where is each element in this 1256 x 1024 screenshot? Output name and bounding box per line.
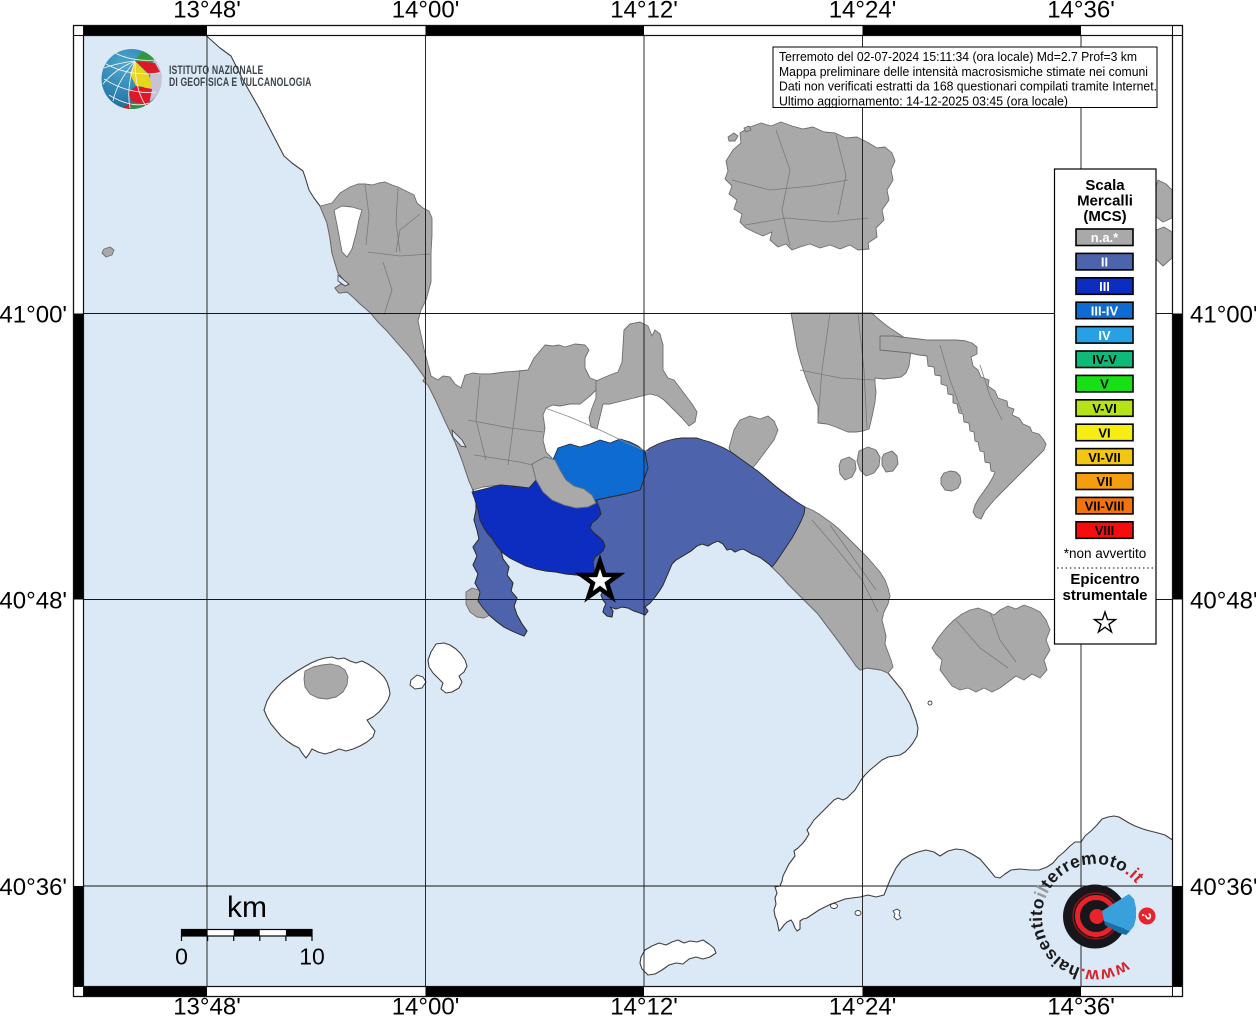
svg-text:VII-VIII: VII-VIII bbox=[1085, 499, 1125, 514]
svg-text:VIII: VIII bbox=[1095, 523, 1115, 538]
svg-text:14°00': 14°00' bbox=[392, 0, 460, 24]
svg-text:III: III bbox=[1099, 279, 1110, 294]
svg-text:III-IV: III-IV bbox=[1091, 303, 1119, 318]
svg-text:10: 10 bbox=[299, 944, 325, 970]
svg-text:0: 0 bbox=[175, 944, 188, 970]
svg-text:V-VI: V-VI bbox=[1092, 401, 1117, 416]
svg-text:IV: IV bbox=[1098, 328, 1111, 343]
svg-text:Epicentro: Epicentro bbox=[1070, 571, 1139, 588]
svg-text:14°36': 14°36' bbox=[1047, 0, 1115, 24]
svg-text:(MCS): (MCS) bbox=[1083, 208, 1126, 225]
svg-text:V: V bbox=[1100, 377, 1109, 392]
svg-text:41°00': 41°00' bbox=[1190, 302, 1256, 329]
svg-text:Mercalli: Mercalli bbox=[1077, 193, 1133, 210]
svg-text:strumentale: strumentale bbox=[1062, 587, 1147, 604]
svg-text:14°24': 14°24' bbox=[829, 0, 897, 24]
svg-text:Scala: Scala bbox=[1085, 177, 1125, 194]
svg-text:14°36': 14°36' bbox=[1047, 994, 1115, 1021]
svg-text:*non avvertito: *non avvertito bbox=[1064, 546, 1147, 561]
svg-text:VII: VII bbox=[1097, 474, 1113, 489]
svg-text:40°36': 40°36' bbox=[0, 874, 67, 901]
svg-text:14°00': 14°00' bbox=[392, 994, 460, 1021]
svg-text:?: ? bbox=[1138, 911, 1154, 921]
svg-text:ISTITUTO NAZIONALE: ISTITUTO NAZIONALE bbox=[169, 65, 263, 78]
svg-text:VI-VII: VI-VII bbox=[1088, 450, 1121, 465]
svg-text:41°00': 41°00' bbox=[0, 302, 67, 329]
svg-text:IV-V: IV-V bbox=[1092, 352, 1117, 367]
svg-text:14°12': 14°12' bbox=[610, 0, 678, 24]
svg-text:Ultimo aggiornamento: 14-12-20: Ultimo aggiornamento: 14-12-2025 03:45 (… bbox=[779, 94, 1068, 108]
svg-text:14°24': 14°24' bbox=[829, 994, 897, 1021]
svg-text:14°12': 14°12' bbox=[610, 994, 678, 1021]
svg-text:DI GEOFISICA E VULCANOLOGIA: DI GEOFISICA E VULCANOLOGIA bbox=[169, 77, 312, 90]
svg-text:II: II bbox=[1101, 255, 1108, 270]
svg-text:Dati non verificati estratti d: Dati non verificati estratti da 168 ques… bbox=[779, 80, 1157, 94]
svg-text:13°48': 13°48' bbox=[173, 994, 241, 1021]
svg-text:13°48': 13°48' bbox=[173, 0, 241, 24]
svg-text:VI: VI bbox=[1098, 425, 1110, 440]
svg-text:40°48': 40°48' bbox=[1190, 588, 1256, 615]
svg-text:n.a.*: n.a.* bbox=[1091, 230, 1119, 245]
svg-text:40°48': 40°48' bbox=[0, 588, 67, 615]
svg-text:40°36': 40°36' bbox=[1190, 874, 1256, 901]
svg-text:Terremoto del 02-07-2024 15:11: Terremoto del 02-07-2024 15:11:34 (ora l… bbox=[779, 50, 1137, 64]
svg-text:Mappa preliminare delle intens: Mappa preliminare delle intensità macros… bbox=[779, 65, 1148, 79]
svg-text:km: km bbox=[227, 891, 267, 924]
